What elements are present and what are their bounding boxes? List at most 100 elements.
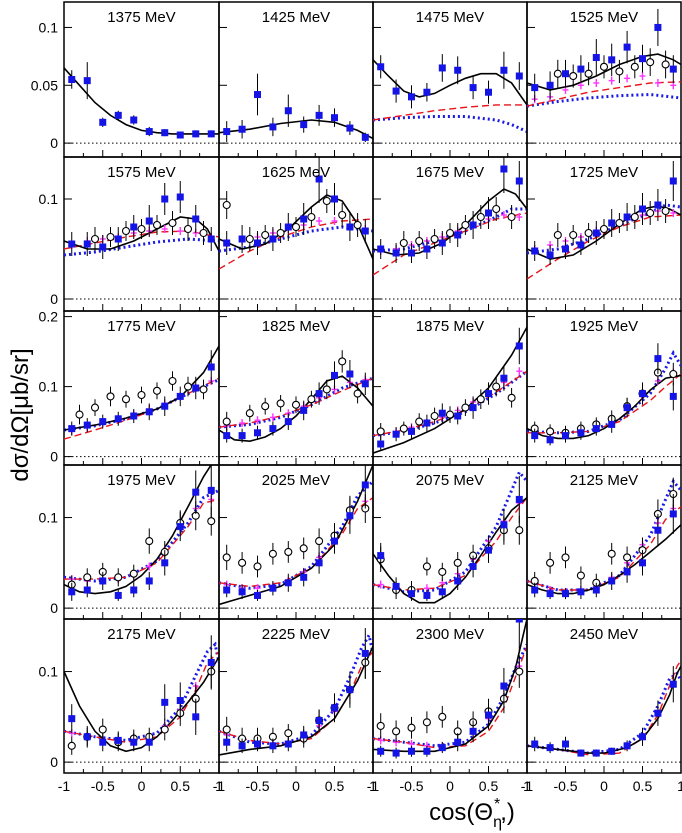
panel-data [219, 73, 373, 142]
dashed-curve [373, 645, 527, 749]
square-point [623, 404, 631, 412]
square-point [284, 107, 292, 115]
dotted-curve [527, 203, 681, 255]
square-point [639, 390, 646, 398]
panel-15: 2125 MeV [526, 464, 682, 620]
circle-point [253, 562, 262, 571]
y-tick-label: 0.1 [39, 379, 59, 395]
square-point [192, 713, 200, 721]
y-tick-label: 0.1 [39, 664, 59, 680]
panel-data [219, 465, 373, 606]
circle-point [399, 238, 408, 248]
circle-point [507, 393, 516, 402]
square-point [207, 235, 215, 243]
square-point [130, 412, 138, 420]
square-point [592, 586, 600, 594]
square-point [284, 740, 292, 748]
square-point [161, 195, 169, 203]
panel-18: -1 -0.5 0 0.5 1 2300 MeV [367, 618, 531, 794]
square-point [577, 241, 585, 249]
square-point [392, 430, 400, 438]
x-tick-label: 0 [138, 778, 146, 794]
circle-point [207, 517, 216, 526]
square-point [176, 131, 184, 139]
x-tick-label: 1 [677, 778, 682, 794]
square-point [192, 384, 200, 392]
square-point [669, 392, 677, 400]
square-point [623, 742, 631, 750]
square-point [315, 390, 323, 398]
square-point [161, 129, 169, 137]
square-point [68, 715, 76, 723]
circle-point [669, 369, 678, 379]
circle-point [137, 390, 146, 400]
y-tick-label: 0 [50, 449, 58, 465]
square-point [669, 177, 677, 185]
panel-1: 1425 MeV [218, 1, 374, 158]
circle-point [615, 67, 624, 76]
y-tick-label: 0 [50, 291, 58, 307]
dashed-curve [527, 373, 681, 434]
square-point [377, 552, 385, 560]
circle-point [430, 234, 439, 244]
dashed-curve [527, 81, 681, 107]
x-tick-label: -1 [58, 778, 71, 794]
square-point [392, 749, 400, 757]
panel-data [64, 345, 219, 440]
square-point [161, 698, 169, 706]
dashed-curve [373, 104, 527, 121]
square-point [608, 56, 616, 64]
square-point [377, 63, 385, 71]
panel-16: 0 0.1 -1 -0.5 0 0.5 1 2175 MeV [39, 618, 223, 794]
dotted-curve [64, 489, 219, 583]
panel-10: 1875 MeV [372, 310, 528, 466]
solid-curve [64, 345, 219, 431]
square-point [331, 704, 338, 712]
circle-point [106, 392, 115, 401]
dotted-curve [527, 92, 681, 108]
panel-energy-label: 1675 MeV [416, 164, 484, 181]
square-point [546, 744, 554, 752]
solid-curve [219, 465, 373, 606]
panel-7: 1725 MeV [526, 156, 682, 312]
panels-layer: 0 0.05 0.1 1375 MeV 1425 MeV 1475 MeV 1525 MeV… [31, 1, 682, 794]
square-point [83, 586, 91, 594]
dashed-curve [527, 506, 681, 591]
y-tick-label: 0 [50, 600, 58, 616]
square-point [639, 733, 646, 741]
square-point [284, 418, 292, 426]
square-point [238, 588, 246, 596]
square-point [408, 590, 415, 598]
square-point [469, 221, 477, 229]
x-tick-label: -0.5 [553, 778, 577, 794]
panel-data [64, 635, 219, 755]
square-point [546, 436, 554, 444]
square-point [592, 749, 600, 757]
square-point [531, 247, 539, 255]
square-point [300, 215, 308, 223]
circle-point [561, 553, 570, 562]
circle-point [407, 723, 416, 732]
square-point [438, 64, 446, 72]
square-point [485, 209, 492, 217]
square-point [145, 128, 153, 136]
panel-energy-label: 1825 MeV [262, 318, 330, 335]
square-point [207, 486, 215, 494]
x-axis-label-tail: ,) [500, 799, 515, 826]
x-axis-label-main: cos(Θ [429, 799, 493, 826]
square-point [469, 84, 477, 92]
panel-data [373, 51, 527, 133]
circle-point [661, 206, 670, 216]
square-point [608, 747, 616, 755]
y-tick-label: 0 [50, 754, 58, 770]
square-point [176, 392, 184, 400]
circle-point [461, 403, 470, 412]
circle-point [353, 220, 362, 230]
panel-11: 1925 MeV [526, 310, 682, 466]
circle-point [199, 228, 208, 238]
x-tick-label: -0.5 [245, 778, 269, 794]
circle-point [299, 544, 308, 553]
square-point [531, 84, 539, 92]
panel-energy-label: 2025 MeV [262, 472, 330, 489]
